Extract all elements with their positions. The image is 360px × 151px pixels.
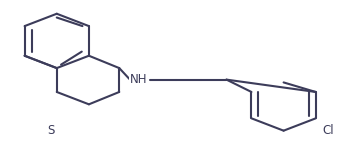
Text: NH: NH — [130, 73, 148, 86]
Text: S: S — [47, 124, 54, 137]
Text: Cl: Cl — [323, 124, 334, 137]
